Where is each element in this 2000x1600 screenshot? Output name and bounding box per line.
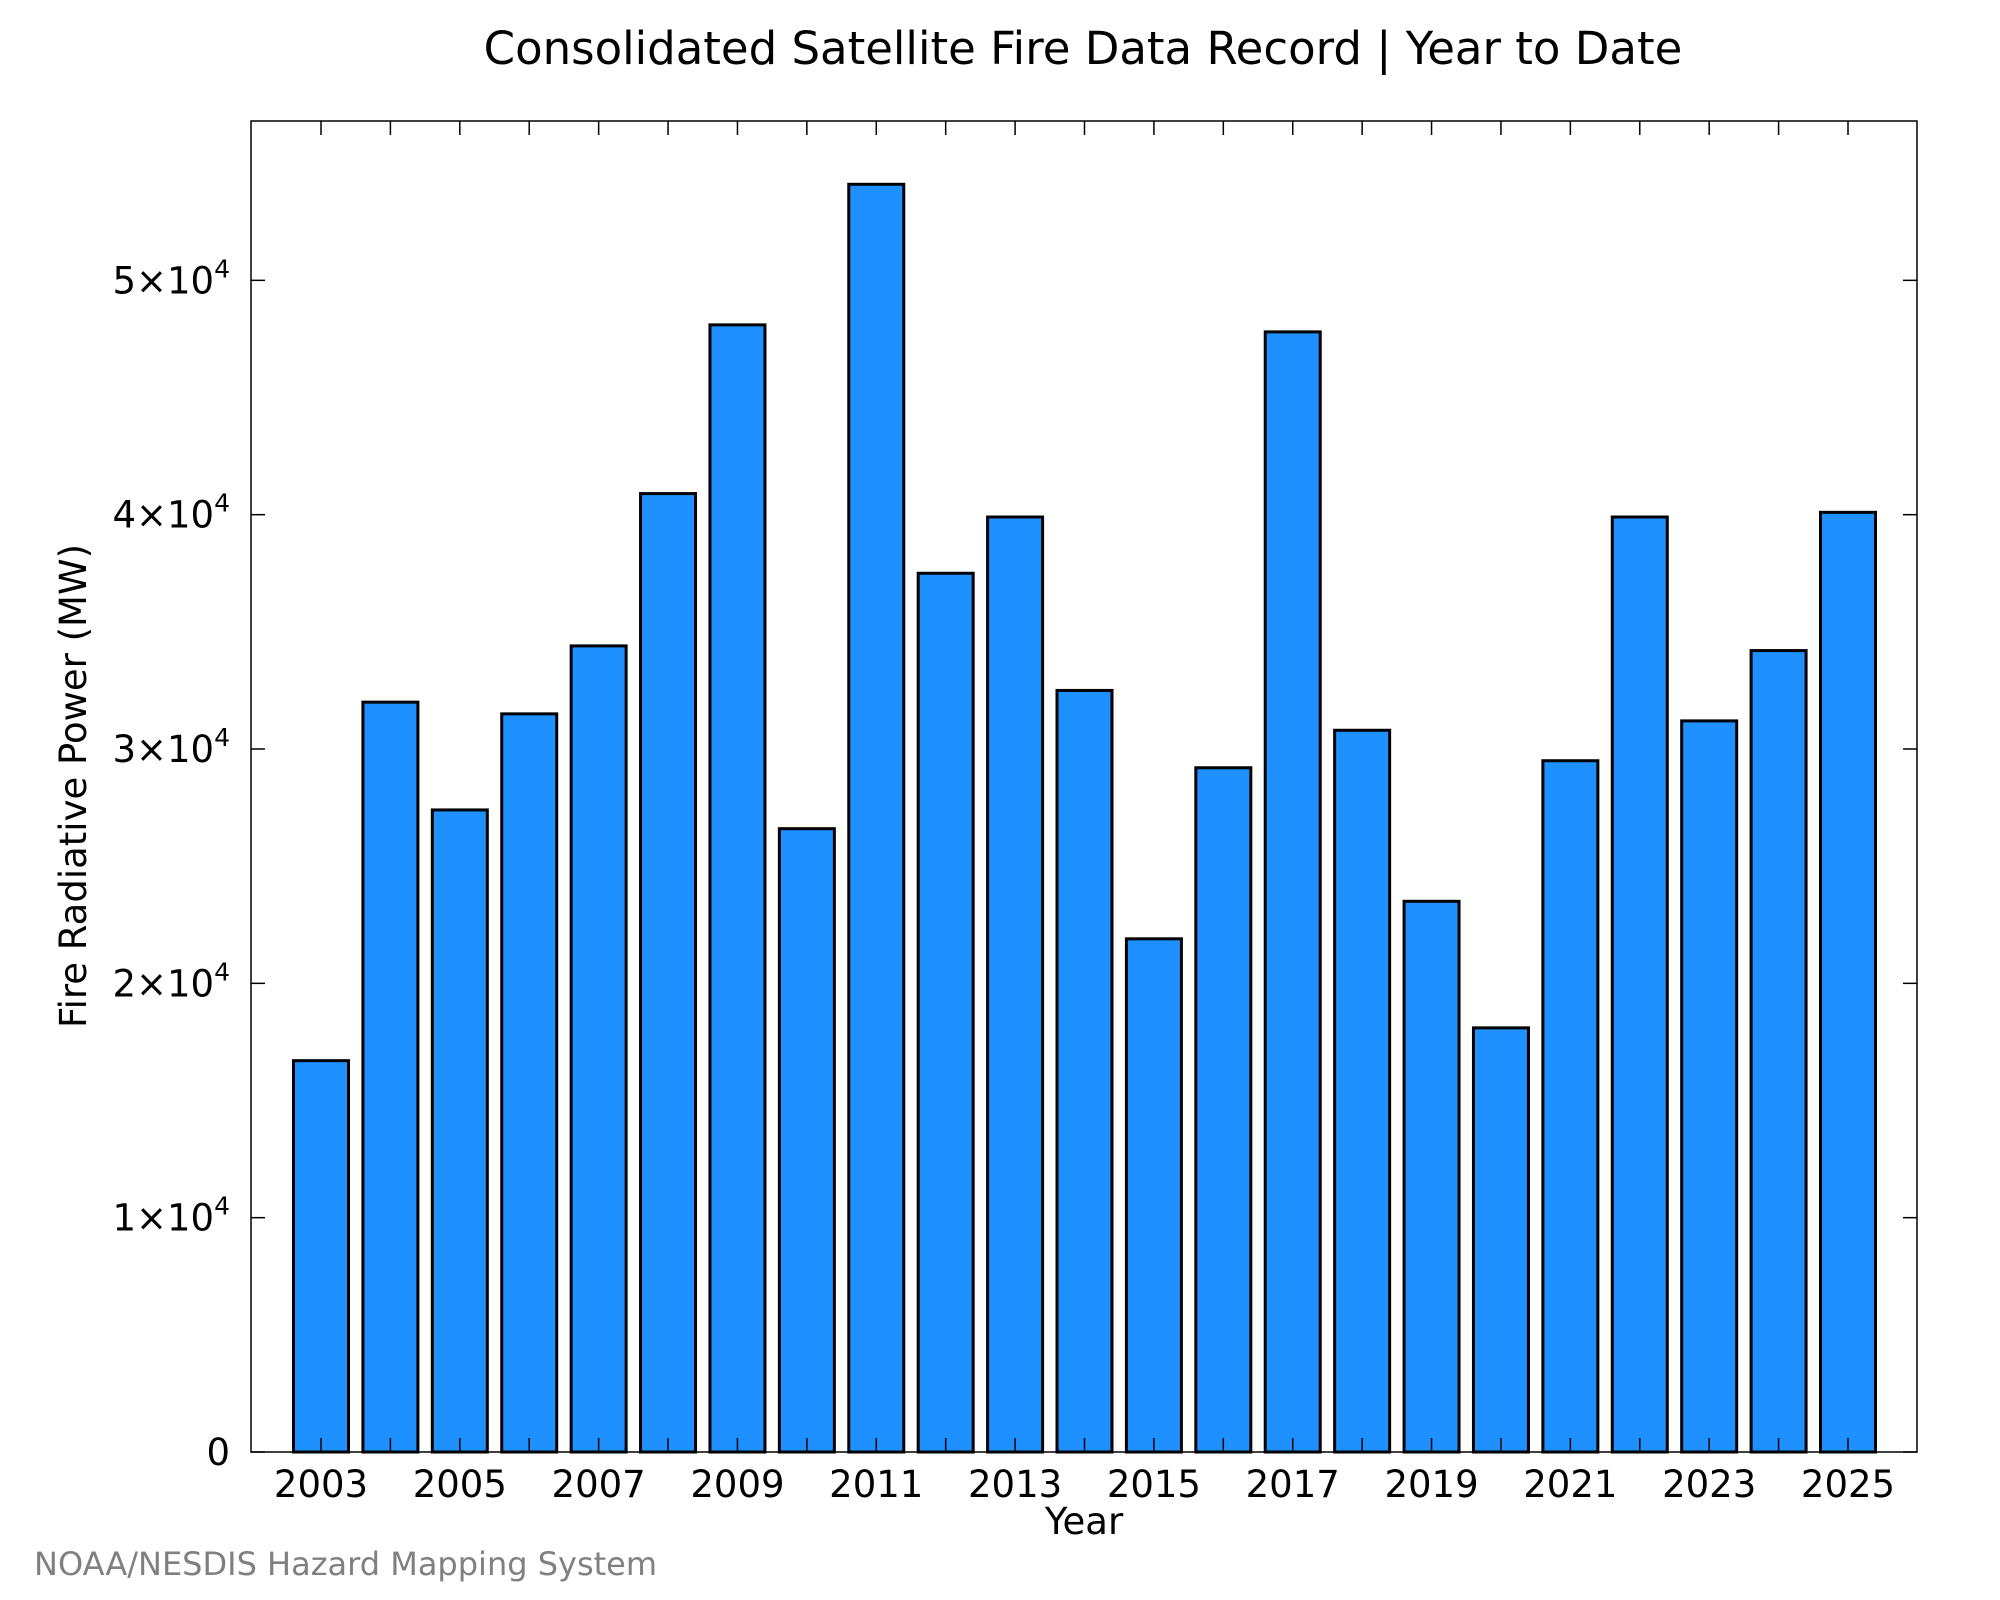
bar-2020 bbox=[1471, 1026, 1530, 1454]
y-tick-label-10000: 1×104 bbox=[112, 1192, 230, 1240]
x-tick-label-2021: 2021 bbox=[1523, 1463, 1617, 1506]
bar-2009 bbox=[708, 323, 767, 1454]
x-tick-label-2013: 2013 bbox=[968, 1463, 1062, 1506]
y-tick-label-30000: 3×104 bbox=[112, 723, 230, 771]
bar-2011 bbox=[847, 182, 906, 1454]
x-tick-label-2011: 2011 bbox=[829, 1463, 923, 1506]
bar-2016 bbox=[1194, 766, 1253, 1454]
bar-2019 bbox=[1402, 899, 1461, 1454]
bar-2005 bbox=[430, 808, 489, 1454]
ticks-group bbox=[251, 121, 1917, 1453]
bar-2012 bbox=[916, 571, 975, 1454]
y-tick-label-20000: 2×104 bbox=[112, 957, 230, 1005]
y-tick-labels: 0 1×104 2×104 3×104 4×104 5×104 bbox=[112, 254, 230, 1474]
y-tick-label-0: 0 bbox=[206, 1431, 230, 1474]
x-tick-label-2025: 2025 bbox=[1801, 1463, 1895, 1506]
y-tick-label-50000: 5×104 bbox=[112, 254, 230, 302]
x-tick-label-2023: 2023 bbox=[1662, 1463, 1756, 1506]
bar-2008 bbox=[639, 492, 698, 1454]
bar-2021 bbox=[1541, 759, 1600, 1454]
bar-2017 bbox=[1263, 330, 1322, 1454]
bar-2004 bbox=[361, 700, 420, 1454]
bar-2023 bbox=[1680, 719, 1739, 1454]
bar-2003 bbox=[292, 1059, 350, 1454]
y-tick-label-40000: 4×104 bbox=[112, 489, 230, 537]
x-tick-label-2007: 2007 bbox=[552, 1463, 646, 1506]
x-tick-label-2009: 2009 bbox=[690, 1463, 784, 1506]
bar-2014 bbox=[1055, 688, 1114, 1454]
bar-2015 bbox=[1124, 937, 1183, 1454]
bar-2007 bbox=[569, 644, 628, 1454]
x-tick-labels: 2003 2005 2007 2009 2011 2013 2015 2017 2019 2021… bbox=[274, 1463, 1895, 1506]
y-axis-label: Fire Radiative Power (MW) bbox=[52, 544, 95, 1028]
x-tick-label-2017: 2017 bbox=[1246, 1463, 1340, 1506]
x-tick-label-2003: 2003 bbox=[274, 1463, 368, 1506]
bar-2010 bbox=[777, 827, 836, 1454]
x-axis-label: Year bbox=[1044, 1500, 1124, 1543]
chart-title: Consolidated Satellite Fire Data Record … bbox=[484, 22, 1683, 75]
x-tick-label-2015: 2015 bbox=[1107, 1463, 1201, 1506]
bar-2018 bbox=[1333, 728, 1392, 1454]
bar-2025 bbox=[1819, 510, 1877, 1454]
bar-2006 bbox=[500, 712, 559, 1454]
bar-2022 bbox=[1610, 515, 1669, 1454]
bar-2024 bbox=[1749, 649, 1808, 1454]
x-tick-label-2019: 2019 bbox=[1384, 1463, 1478, 1506]
x-tick-label-2005: 2005 bbox=[413, 1463, 507, 1506]
bar-2013 bbox=[986, 515, 1045, 1454]
footer-credit: NOAA/NESDIS Hazard Mapping System bbox=[34, 1545, 657, 1583]
bars-group bbox=[292, 182, 1877, 1454]
